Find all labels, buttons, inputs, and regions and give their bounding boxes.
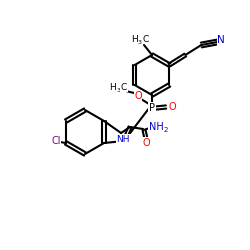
- Text: N: N: [218, 35, 225, 45]
- Text: O: O: [142, 138, 150, 148]
- Text: O: O: [134, 91, 142, 101]
- Text: P: P: [149, 103, 155, 113]
- Text: 3: 3: [117, 88, 121, 92]
- Text: H: H: [110, 82, 116, 92]
- Text: Cl: Cl: [51, 136, 61, 146]
- Text: O: O: [168, 102, 176, 112]
- Text: NH: NH: [116, 134, 130, 143]
- Text: 3: 3: [138, 40, 142, 44]
- Text: NH: NH: [149, 122, 164, 132]
- Text: C: C: [143, 34, 149, 43]
- Text: 2: 2: [164, 127, 168, 133]
- Text: H: H: [132, 34, 138, 43]
- Text: C: C: [121, 82, 127, 92]
